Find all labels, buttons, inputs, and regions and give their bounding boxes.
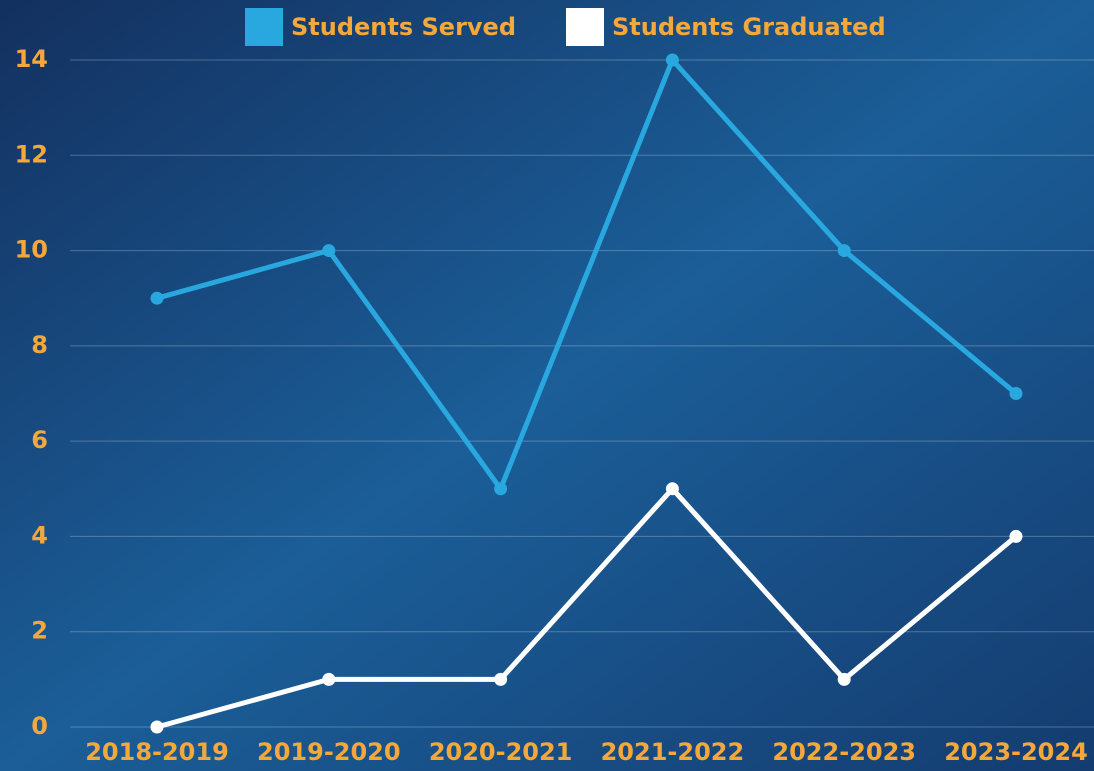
legend-label: Students Graduated	[612, 13, 886, 41]
data-point	[665, 482, 679, 496]
x-tick-label: 2023-2024	[944, 738, 1088, 766]
series-line	[156, 57, 1018, 492]
data-point	[1009, 529, 1023, 543]
legend-swatch	[245, 8, 283, 46]
data-point	[150, 720, 164, 734]
y-tick-label: 12	[15, 140, 48, 168]
data-point	[837, 244, 851, 258]
y-tick-label: 8	[31, 331, 48, 359]
legend-swatch	[566, 8, 604, 46]
data-point	[494, 482, 508, 496]
data-point	[1009, 387, 1023, 400]
series-line	[156, 486, 1018, 730]
legend-label: Students Served	[291, 13, 516, 41]
y-tick-label: 10	[15, 236, 48, 264]
y-tick-label: 4	[31, 521, 48, 549]
x-tick-label: 2019-2020	[257, 738, 401, 766]
x-tick-label: 2022-2023	[772, 738, 916, 766]
y-tick-label: 2	[31, 617, 48, 645]
y-tick-label: 14	[15, 45, 48, 73]
data-point	[322, 672, 336, 686]
x-tick-label: 2021-2022	[601, 738, 745, 766]
data-point	[494, 672, 508, 686]
x-tick-label: 2018-2019	[85, 738, 229, 766]
y-tick-label: 0	[31, 712, 48, 740]
data-point	[837, 672, 851, 686]
data-point	[322, 244, 336, 258]
data-point	[150, 291, 164, 305]
x-tick-label: 2020-2021	[429, 738, 573, 766]
y-tick-label: 6	[31, 426, 48, 454]
data-point	[665, 53, 679, 67]
